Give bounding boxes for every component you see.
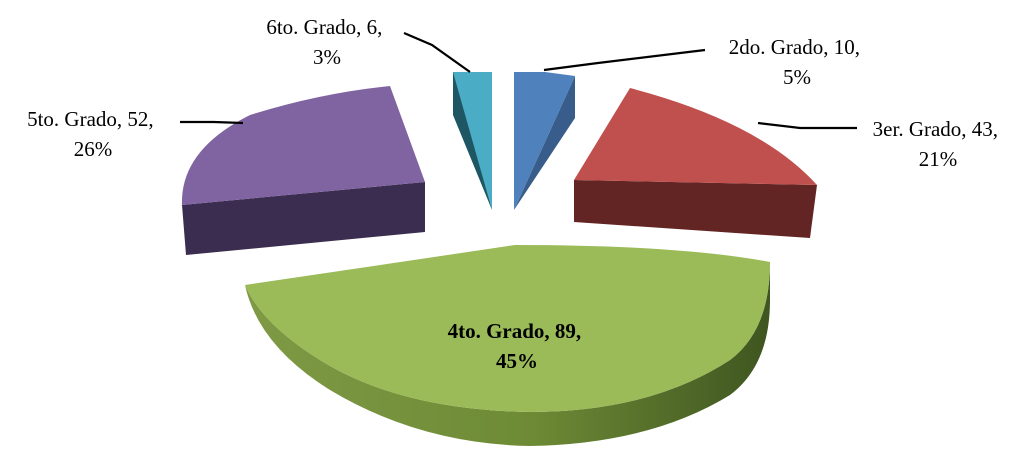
slice-side (574, 180, 817, 238)
data-label-5to-grado: 5to. Grado, 52, 26% (27, 107, 159, 161)
pie-slices (181, 72, 817, 446)
slice-top (245, 245, 770, 412)
slice-side (245, 262, 770, 446)
slice-top (574, 88, 817, 185)
leader-line-2do-grado (543, 48, 706, 72)
slice-top (453, 72, 492, 210)
pie-slice-5to-grado (181, 86, 425, 255)
slice-top (514, 72, 575, 210)
pie-slice-3er-grado (574, 88, 817, 238)
data-label-2do-grado: 2do. Grado, 10, 5% (729, 35, 865, 89)
pie-slice-2do-grado (514, 72, 575, 210)
slice-side (182, 182, 425, 255)
data-label-4to-grado: 4to. Grado, 89, 45% (448, 319, 587, 373)
pie-slice-4to-grado (245, 245, 770, 446)
pie-slice-6to-grado (453, 72, 492, 210)
leader-line-3er-grado (757, 121, 857, 130)
slice-top (181, 86, 425, 205)
data-label-3er-grado: 3er. Grado, 43, 21% (873, 117, 1004, 171)
data-labels: 6to. Grado, 6, 3% 2do. Grado, 10, 5% 3er… (27, 15, 1004, 373)
leader-lines (180, 31, 857, 130)
leader-line-5to-grado (180, 120, 244, 125)
data-label-6to-grado: 6to. Grado, 6, 3% (266, 15, 387, 69)
leader-line-6to-grado (403, 31, 471, 73)
